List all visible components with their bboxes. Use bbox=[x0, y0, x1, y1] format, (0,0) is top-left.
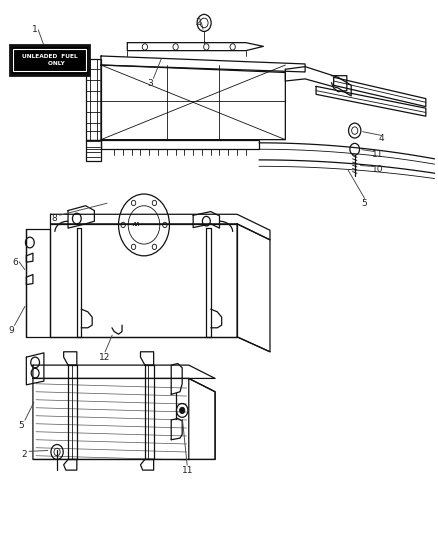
Text: 11: 11 bbox=[371, 150, 382, 159]
Text: 5: 5 bbox=[360, 199, 366, 208]
FancyBboxPatch shape bbox=[13, 49, 85, 71]
Text: 10: 10 bbox=[371, 165, 382, 174]
Text: 5: 5 bbox=[18, 421, 24, 430]
Text: 1: 1 bbox=[32, 26, 38, 34]
Text: 4: 4 bbox=[378, 134, 383, 143]
Text: 6: 6 bbox=[12, 258, 18, 266]
Text: 2: 2 bbox=[195, 18, 201, 27]
Text: 11: 11 bbox=[182, 466, 193, 475]
Text: 8: 8 bbox=[52, 214, 57, 223]
FancyBboxPatch shape bbox=[10, 45, 88, 75]
Text: AA: AA bbox=[132, 222, 140, 228]
Text: 9: 9 bbox=[8, 326, 14, 335]
Text: 12: 12 bbox=[99, 353, 110, 361]
Text: 3: 3 bbox=[147, 79, 152, 88]
Circle shape bbox=[179, 407, 184, 414]
Text: UNLEADED  FUEL
       ONLY: UNLEADED FUEL ONLY bbox=[21, 54, 77, 66]
Text: 2: 2 bbox=[21, 450, 27, 458]
